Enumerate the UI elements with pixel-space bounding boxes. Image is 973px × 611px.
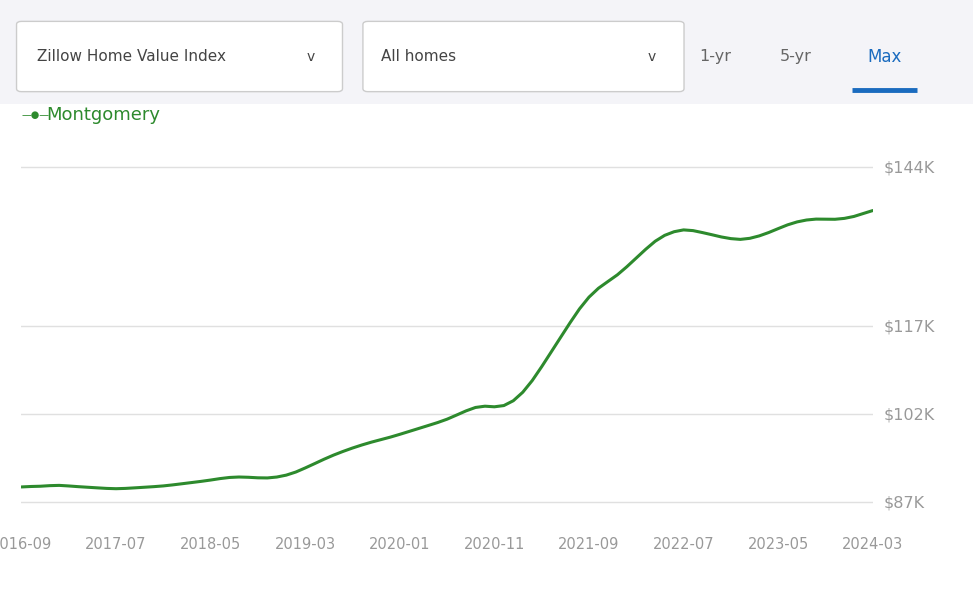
Text: v: v <box>306 50 314 64</box>
Text: All homes: All homes <box>381 49 456 64</box>
Text: Zillow Home Value Index: Zillow Home Value Index <box>37 49 226 64</box>
Text: 5-yr: 5-yr <box>780 49 811 64</box>
Text: Max: Max <box>867 48 902 66</box>
Text: 1-yr: 1-yr <box>700 49 731 64</box>
Text: Montgomery: Montgomery <box>47 106 161 124</box>
Text: v: v <box>648 50 656 64</box>
Text: —●—: —●— <box>21 110 50 120</box>
